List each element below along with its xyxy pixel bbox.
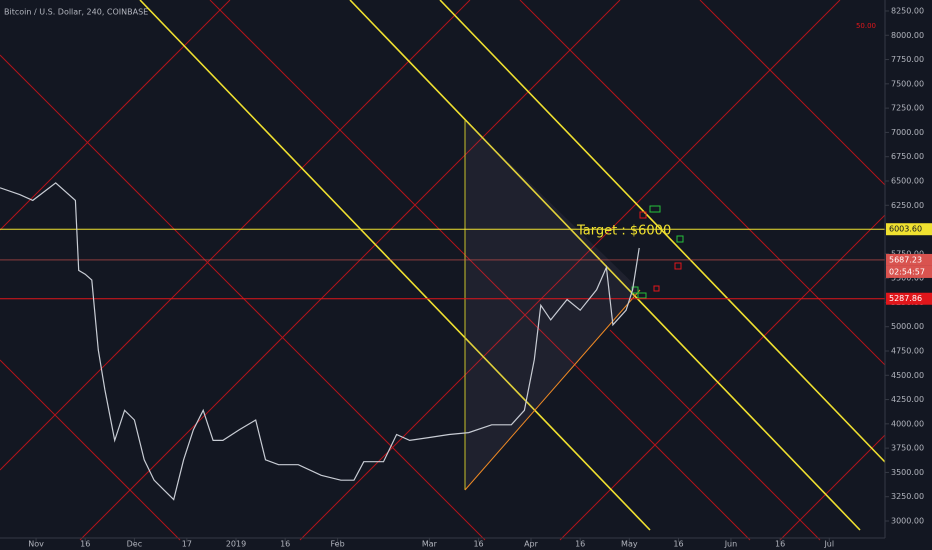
x-tick-label: May (621, 540, 638, 549)
price-tag (886, 253, 932, 266)
x-tick-label: 17 (182, 540, 192, 549)
y-tick-label: 6750.00 (891, 152, 924, 161)
x-tick-label: 16 (575, 540, 585, 549)
price-tag (886, 292, 932, 305)
y-tick-label: 3250.00 (891, 492, 924, 501)
y-tick-label: 3500.00 (891, 468, 924, 477)
x-tick-label: Jun (724, 540, 738, 549)
markers (631, 205, 684, 299)
drawings (0, 0, 886, 541)
y-tick-label: 6250.00 (891, 201, 924, 210)
y-tick-label: 6500.00 (891, 176, 924, 185)
plot (0, 182, 885, 501)
x-tick-label: Nov (28, 540, 44, 549)
x-tick-label: 16 (673, 540, 683, 549)
y-tick-label: 4500.00 (891, 371, 924, 380)
y-tick-label: 3000.00 (891, 516, 924, 525)
x-tick-label: Dec (127, 540, 142, 549)
annotation-marker: 50.00 (856, 22, 876, 30)
price-tag-label: 5287.86 (889, 294, 922, 303)
x-tick-label: 16 (80, 540, 90, 549)
y-tick-label: 5000.00 (891, 322, 924, 331)
y-tick-label: 4000.00 (891, 419, 924, 428)
x-tick-label: Feb (331, 540, 345, 549)
countdown-label: 02:54:57 (889, 267, 925, 276)
chart-title: Bitcoin / U.S. Dollar, 240, COINBASE (4, 8, 148, 17)
y-tick-label: 7250.00 (891, 104, 924, 113)
x-tick-label: 16 (280, 540, 290, 549)
triangle-area (465, 120, 640, 490)
y-tick-label: 8000.00 (891, 31, 924, 40)
x-tick-label: Apr (524, 540, 539, 549)
annotation-target: Target : $6000 (576, 224, 671, 239)
price-line-series (0, 182, 640, 501)
trend-line (464, 289, 641, 491)
y-tick-label: 8250.00 (891, 6, 924, 15)
y-tick-label: 3750.00 (891, 444, 924, 453)
y-tick-label: 7500.00 (891, 79, 924, 88)
countdown-tag (886, 265, 932, 278)
channel-lines (139, 0, 886, 531)
price-tag (886, 223, 932, 236)
fan-lines (0, 0, 886, 541)
x-tick-label: 2019 (226, 540, 246, 549)
price-tag-label: 6003.60 (889, 225, 922, 234)
x-tick-label: Mar (422, 540, 438, 549)
y-tick-label: 4250.00 (891, 395, 924, 404)
price-tag-label: 5687.23 (889, 255, 922, 264)
y-tick-label: 4750.00 (891, 346, 924, 355)
x-tick-label: Jul (823, 540, 834, 549)
y-tick-label: 7750.00 (891, 55, 924, 64)
x-tick-label: 16 (473, 540, 483, 549)
y-tick-label: 7000.00 (891, 128, 924, 137)
x-tick-label: 16 (775, 540, 785, 549)
y-tick-label: 5500.00 (891, 274, 924, 283)
y-tick-label: 5750.00 (891, 249, 924, 258)
